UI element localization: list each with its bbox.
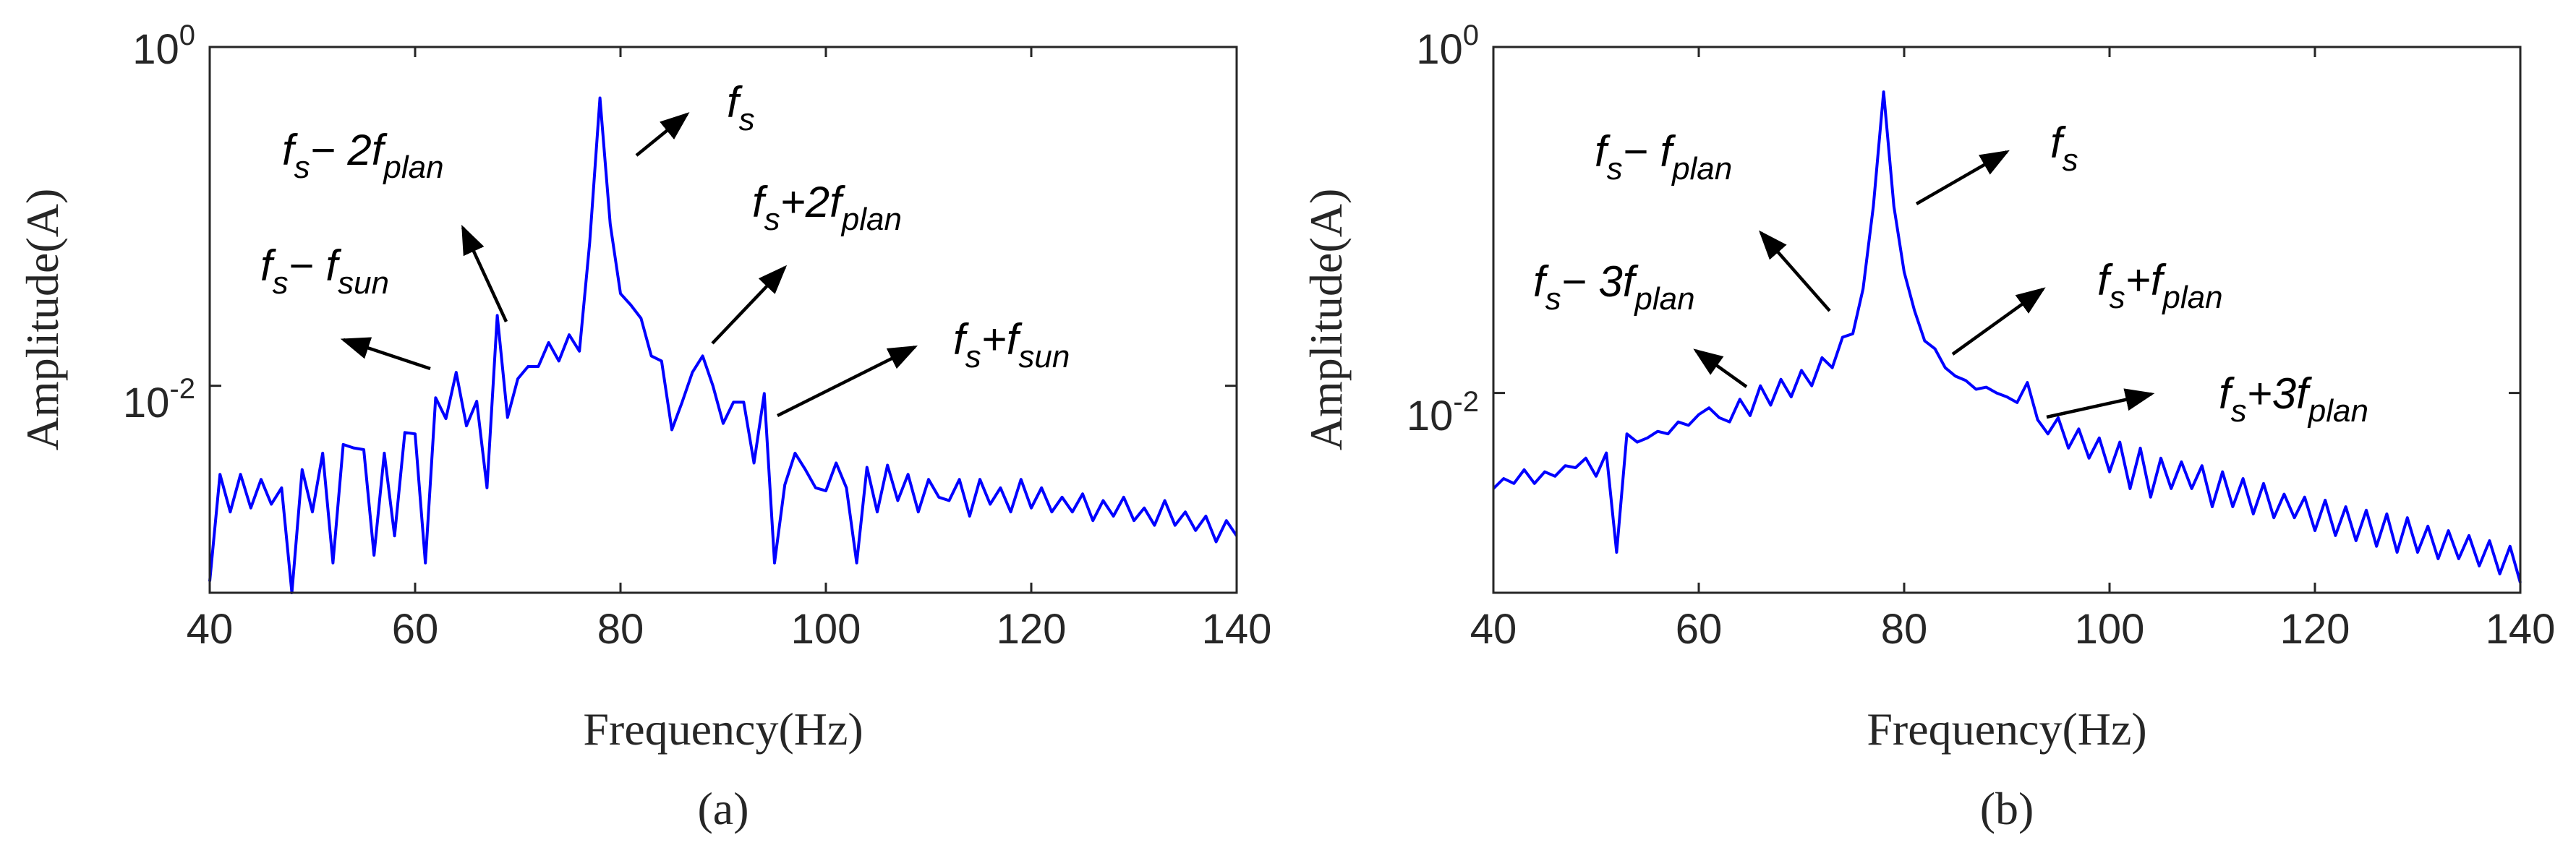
annotation-fs-minus-fsun-a: fs− fsun: [260, 241, 389, 301]
caption-b: (b): [1980, 783, 2034, 834]
annotation-fs-plus-fplan-b: fs+fplan: [2097, 256, 2223, 315]
arrow-fs-plus-2fplan-a: [711, 265, 788, 345]
arrow-fs-minus-fsun-a: [340, 337, 431, 371]
arrow-fs-minus-2fplan-a: [461, 224, 508, 322]
xtick-label-b-1: 60: [1676, 606, 1723, 653]
axes-frame-b: [1492, 46, 2522, 594]
ytick-label-a-0: 100: [132, 20, 195, 73]
arrow-fs-minus-fplan-b: [1759, 230, 1831, 312]
caption-a: (a): [697, 783, 749, 834]
chart-panel-a: 40 60 80 100 120 140 100 10-2 Frequency(Hz) A…: [17, 20, 1271, 834]
xtick-label-a-0: 40: [187, 606, 234, 653]
xtick-label-b-2: 80: [1881, 606, 1928, 653]
annotation-fs-plus-fsun-a: fs+fsun: [953, 315, 1070, 374]
x-axis-label-b: Frequency(Hz): [1867, 703, 2146, 755]
axes-frame-a: [208, 46, 1238, 594]
y-axis-label-a: Amplitude(A): [17, 189, 68, 451]
arrow-fs-plus-fplan-b: [1951, 287, 2046, 356]
series-line-b-0: [1492, 90, 2522, 583]
y-axis-label-b: Amplitude(A): [1300, 189, 1352, 451]
series-line-a-0: [208, 96, 1238, 594]
y-ticks-a: [210, 46, 1237, 387]
xtick-label-a-4: 120: [997, 606, 1067, 653]
annotation-fs-b: fs: [2050, 119, 2078, 178]
plot-area-a: [208, 96, 1238, 594]
xtick-label-b-0: 40: [1470, 606, 1517, 653]
xtick-label-a-5: 140: [1202, 606, 1272, 653]
ytick-label-b-1: 10-2: [1407, 386, 1479, 440]
plot-area-b: [1492, 90, 2522, 583]
arrow-fs-a: [635, 112, 690, 157]
annotation-fs-minus-2fplan-a: fs− 2fplan: [282, 126, 444, 185]
xtick-label-b-4: 120: [2280, 606, 2350, 653]
annotation-fs-minus-fplan-b: fs− fplan: [1595, 127, 1732, 187]
x-ticks-a: 40 60 80 100 120 140: [187, 47, 1272, 653]
x-ticks-b: 40 60 80 100 120 140: [1470, 47, 2556, 653]
annotation-fs-plus-3fplan-b: fs+3fplan: [2219, 369, 2368, 429]
annotation-fs-a: fs: [727, 78, 755, 137]
y-ticks-b: [1493, 46, 2520, 395]
arrow-fs-minus-3fplan-b: [1693, 348, 1748, 388]
x-axis-label-a: Frequency(Hz): [583, 703, 863, 755]
xtick-label-a-3: 100: [791, 606, 861, 653]
ytick-label-b-0: 100: [1416, 20, 1479, 73]
xtick-label-a-1: 60: [392, 606, 439, 653]
ytick-label-a-1: 10-2: [123, 373, 195, 426]
xtick-label-b-5: 140: [2486, 606, 2556, 653]
annotation-fs-plus-2fplan-a: fs+2fplan: [752, 178, 902, 237]
arrow-fs-b: [1915, 150, 2010, 205]
xtick-label-a-2: 80: [597, 606, 644, 653]
xtick-label-b-3: 100: [2075, 606, 2145, 653]
chart-panel-b: 40 60 80 100 120 140 100 10-2 Frequency(Hz) A…: [1300, 20, 2555, 834]
arrow-fs-plus-fsun-a: [776, 345, 918, 418]
arrow-fs-plus-3fplan-b: [2046, 388, 2155, 419]
annotation-fs-minus-3fplan-b: fs− 3fplan: [1533, 257, 1695, 317]
